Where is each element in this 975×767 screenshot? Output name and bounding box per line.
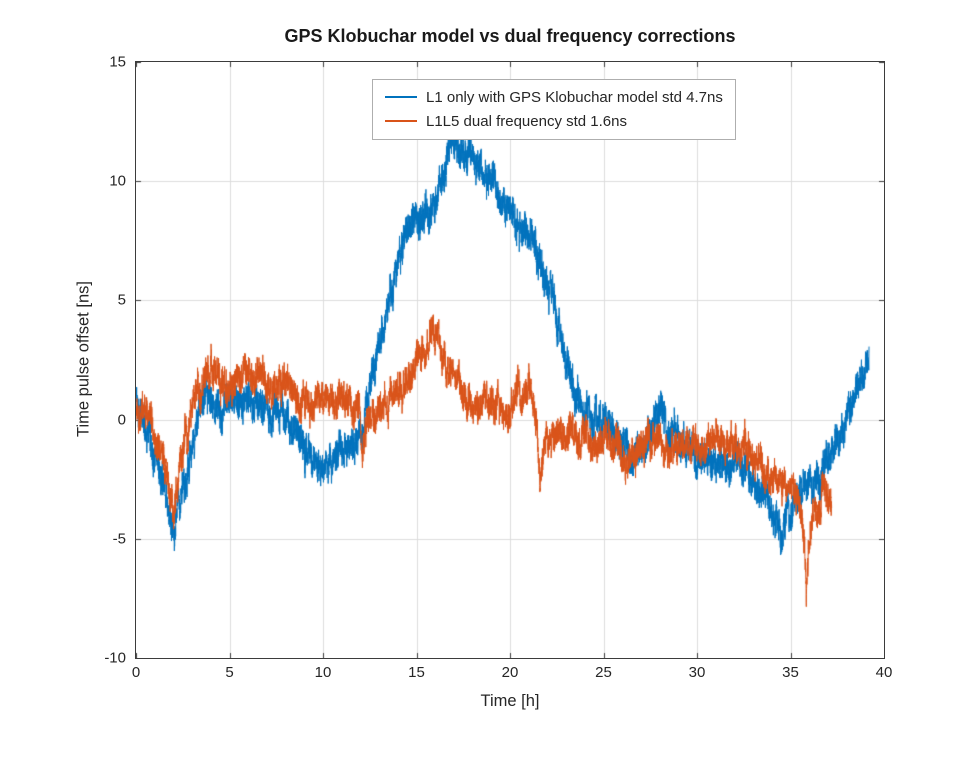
y-axis-tick-labels: 15 10 5 0 -5 -10 (0, 54, 126, 667)
y-tick-label: -10 (104, 649, 126, 667)
plot-canvas (136, 62, 884, 658)
legend: L1 only with GPS Klobuchar model std 4.7… (372, 79, 736, 140)
y-tick-label: 10 (109, 172, 126, 190)
x-tick-label: 10 (314, 664, 332, 681)
x-tick-label: 30 (688, 664, 706, 681)
plot-area: L1 only with GPS Klobuchar model std 4.7… (135, 61, 885, 659)
y-tick-label: 15 (109, 53, 126, 71)
x-axis-tick-labels: 0 5 10 15 20 25 30 35 40 (132, 664, 893, 684)
x-tick-label: 0 (131, 664, 141, 681)
legend-entry: L1L5 dual frequency std 1.6ns (385, 109, 723, 133)
x-tick-label: 20 (501, 664, 519, 681)
chart-title: GPS Klobuchar model vs dual frequency co… (284, 26, 736, 46)
x-axis-label: Time [h] (480, 692, 540, 710)
legend-line-swatch-blue (385, 96, 417, 98)
legend-label: L1L5 dual frequency std 1.6ns (426, 112, 627, 130)
y-tick-label: 5 (117, 291, 126, 309)
x-tick-label: 15 (408, 664, 425, 681)
legend-entry: L1 only with GPS Klobuchar model std 4.7… (385, 85, 723, 109)
x-tick-label: 5 (225, 664, 234, 681)
legend-line-swatch-orange (385, 120, 417, 122)
y-tick-label: -5 (112, 530, 126, 548)
x-tick-label: 25 (595, 664, 612, 681)
x-tick-label: 40 (875, 664, 893, 681)
legend-label: L1 only with GPS Klobuchar model std 4.7… (426, 88, 723, 106)
x-tick-label: 35 (782, 664, 799, 681)
y-tick-label: 0 (117, 411, 126, 429)
